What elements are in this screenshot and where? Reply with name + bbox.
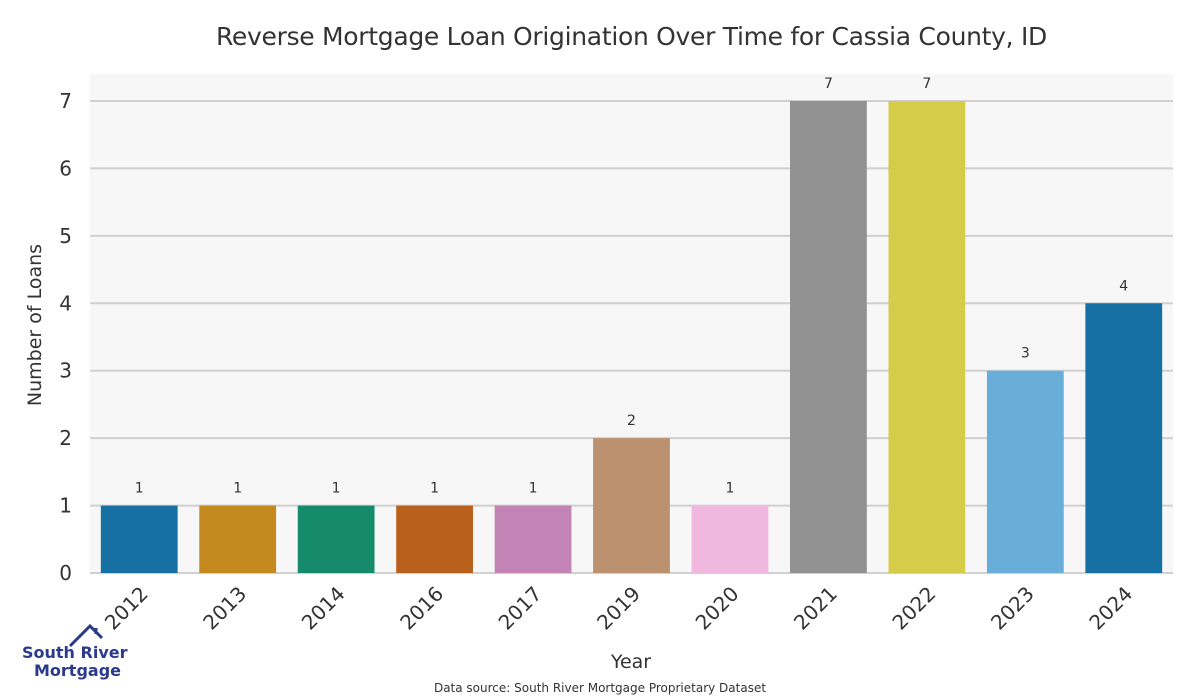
x-tick-label: 2021 (789, 582, 842, 635)
x-tick-label: 2020 (691, 582, 744, 635)
house-icon (68, 623, 104, 648)
y-tick-label: 6 (59, 156, 72, 180)
data-label: 3 (1021, 346, 1030, 362)
y-tick-label: 0 (59, 561, 72, 585)
bar-2021 (790, 100, 867, 574)
bar-2012 (100, 505, 178, 573)
logo-text-line2: Mortgage (34, 661, 122, 680)
x-tick-label: 2024 (1084, 582, 1137, 635)
bar-2020 (691, 505, 769, 573)
data-label: 1 (430, 481, 439, 497)
data-label: 1 (529, 481, 538, 497)
x-tick-label: 2014 (297, 582, 350, 635)
x-tick-label: 2022 (887, 582, 940, 635)
y-axis-label: Number of Loans (24, 243, 46, 407)
data-label: 2 (627, 413, 636, 429)
x-tick-label: 2017 (494, 582, 547, 635)
bar-2024 (1085, 303, 1163, 573)
company-logo: South River Mortgage (22, 622, 128, 682)
x-tick-label: 2023 (986, 582, 1039, 635)
x-axis-label: Year (610, 651, 652, 673)
bar-2023 (986, 370, 1064, 573)
bar-2022 (888, 100, 966, 574)
y-tick-label: 7 (59, 89, 72, 113)
y-tick-label: 1 (59, 494, 72, 518)
data-label: 1 (725, 481, 734, 497)
bar-2013 (199, 505, 277, 573)
bars (100, 100, 1163, 574)
chart-title: Reverse Mortgage Loan Origination Over T… (215, 22, 1047, 51)
y-tick-label: 3 (59, 359, 72, 383)
y-tick-label: 2 (59, 426, 72, 450)
data-label: 4 (1119, 278, 1128, 294)
x-tick-label: 2019 (592, 582, 645, 635)
logo-text-line1: South River (22, 643, 128, 662)
y-tick-label: 5 (59, 224, 72, 248)
data-labels: 1 1 1 1 1 2 1 7 7 3 4 (135, 76, 1129, 497)
data-label: 1 (332, 481, 341, 497)
x-tick-labels: 2012 2013 2014 2016 2017 2019 2020 2021 2022 2023… (100, 582, 1138, 635)
y-tick-labels: 0 1 2 3 4 5 6 7 (59, 89, 72, 585)
data-label: 7 (824, 76, 833, 92)
bar-2017 (494, 505, 572, 573)
data-label: 7 (922, 76, 931, 92)
bar-2016 (396, 505, 473, 573)
bar-2019 (593, 438, 670, 573)
x-tick-label: 2013 (198, 582, 251, 635)
data-source-note: Data source: South River Mortgage Propri… (433, 681, 767, 695)
bar-2014 (297, 505, 375, 573)
data-label: 1 (233, 481, 242, 497)
data-label: 1 (135, 481, 144, 497)
y-tick-label: 4 (59, 291, 72, 315)
x-tick-label: 2016 (395, 582, 448, 635)
